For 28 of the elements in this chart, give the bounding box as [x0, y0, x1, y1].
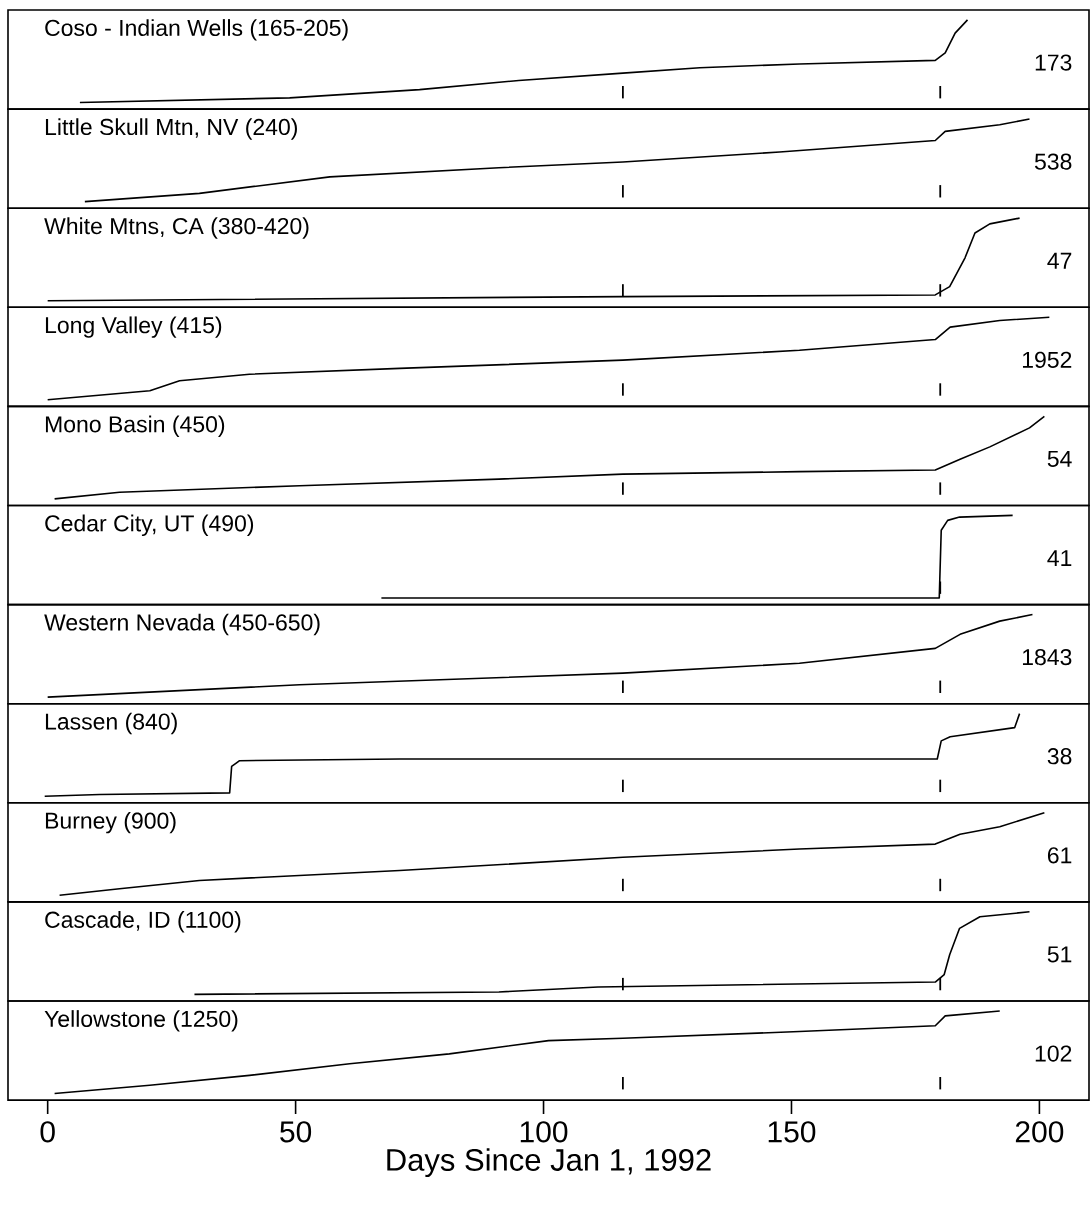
annotation: 1843 [1022, 648, 1072, 666]
x-tick-label: 200 [1015, 1121, 1064, 1143]
chart-title: Western Nevada (450-650) [44, 613, 320, 636]
annotation: 102 [1035, 1045, 1072, 1062]
x-tick-label: 50 [280, 1121, 312, 1143]
annotation: 47 [1047, 252, 1072, 269]
chart-title: Long Valley (415) [45, 316, 222, 338]
chart-title: Mono Basin (450) [45, 415, 225, 437]
x-tick-label: 150 [768, 1121, 816, 1143]
annotation: 173 [1035, 54, 1072, 71]
x-tick-label: 100 [520, 1121, 568, 1143]
x-tick-label: 0 [40, 1121, 55, 1143]
annotation: 1952 [1022, 351, 1072, 368]
chart-title: Cedar City, UT (490) [45, 514, 254, 537]
chart-title: Cascade, ID (1100) [45, 911, 241, 933]
annotation: 54 [1047, 450, 1072, 467]
annotation: 41 [1047, 550, 1072, 566]
chart-title: Burney (900) [45, 811, 176, 834]
annotation: 51 [1047, 946, 1072, 963]
x-axis-title: Days Since Jan 1, 1992 [387, 1148, 711, 1178]
chart-title: Lassen (840) [45, 712, 177, 735]
chart-title: Little Skull Mtn, NV (240) [45, 118, 297, 140]
chart-title: Yellowstone (1250) [44, 1010, 238, 1032]
chart-title: Coso - Indian Wells (165-205) [45, 19, 348, 41]
annotation: 38 [1047, 748, 1072, 765]
annotation: 61 [1047, 847, 1072, 864]
annotation: 538 [1034, 153, 1072, 170]
chart-title: White Mtns, CA (380-420) [44, 217, 309, 239]
